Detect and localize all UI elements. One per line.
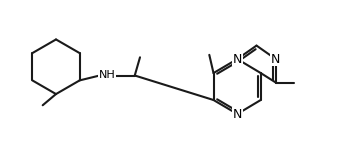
Text: N: N [233,108,242,120]
Text: N: N [271,53,280,66]
Text: N: N [233,53,242,66]
Text: NH: NH [98,71,115,80]
